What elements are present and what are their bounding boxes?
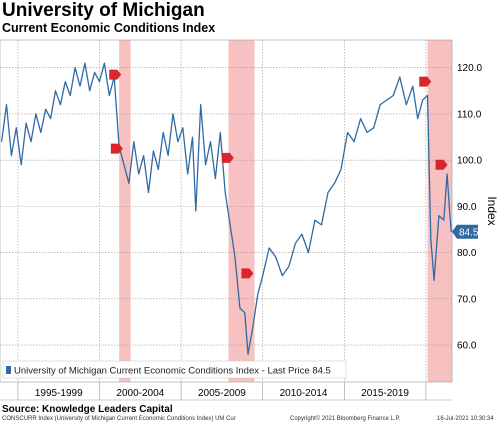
- x-axis: 1995-1999 2000-2004 2005-2009 2010-2014 2015…: [0, 382, 452, 401]
- series-line-group: [0, 62, 452, 355]
- footer-copyright: Copyright© 2021 Bloomberg Finance L.P.: [290, 416, 401, 422]
- recession-band-3: [427, 40, 452, 382]
- y-axis: 60.0 70.0 80.0 90.0 100.0 110.0 120.0: [457, 63, 482, 351]
- recession-band-2: [228, 40, 255, 382]
- x-tick-label: 2015-2019: [361, 388, 409, 399]
- x-tick-label: 2010-2014: [280, 388, 328, 399]
- event-marker: [110, 143, 123, 154]
- y-axis-title: Index: [485, 196, 499, 225]
- y-tick-label: 80.0: [457, 248, 477, 259]
- legend: University of Michigan Current Economic …: [2, 360, 347, 379]
- last-price-badge-label: 84.5: [459, 227, 479, 238]
- x-tick-label: 1995-1999: [35, 388, 83, 399]
- legend-swatch: [6, 366, 11, 374]
- y-tick-label: 100.0: [457, 156, 482, 167]
- event-marker: [221, 152, 234, 163]
- footer-index-name: CONSCURR Index (University of Michigan C…: [2, 416, 236, 422]
- legend-box: [2, 360, 347, 379]
- last-price-badge: 84.5: [452, 224, 479, 239]
- series-line: [0, 62, 452, 355]
- event-marker: [435, 159, 448, 170]
- recession-band-1: [119, 40, 131, 382]
- event-marker: [109, 69, 122, 80]
- y-tick-label: 120.0: [457, 63, 482, 74]
- last-price-badge-shape: [452, 224, 478, 239]
- gridlines: [0, 40, 452, 382]
- event-marker: [241, 268, 254, 279]
- chart-subtitle: Current Economic Conditions Index: [2, 21, 216, 35]
- y-tick-label: 110.0: [457, 109, 482, 120]
- recession-bands: [119, 40, 452, 382]
- footer-timestamp: 16-Jul-2021 10:30:34: [437, 416, 494, 422]
- y-tick-label: 70.0: [457, 294, 477, 305]
- x-tick-label: 2000-2004: [116, 388, 164, 399]
- source-note: Source: Knowledge Leaders Capital: [2, 404, 173, 415]
- event-markers: [109, 69, 448, 279]
- x-tick-label: 2005-2009: [198, 388, 246, 399]
- event-marker: [419, 76, 432, 87]
- plot-frame: [0, 39, 453, 383]
- legend-label: University of Michigan Current Economic …: [14, 366, 331, 377]
- chart-title: University of Michigan: [2, 0, 205, 21]
- y-tick-label: 90.0: [457, 202, 477, 213]
- y-tick-label: 60.0: [457, 341, 477, 352]
